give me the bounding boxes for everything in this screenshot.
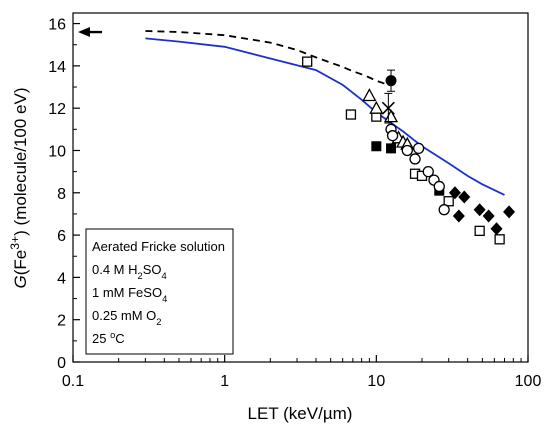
y-tick-label: 4 [57, 270, 66, 287]
text-span: µ [323, 404, 333, 423]
value-arrow [78, 27, 102, 38]
data-point-open-triangle [383, 109, 399, 123]
data-point-filled-diamond [503, 205, 516, 219]
data-point-open-square [302, 56, 313, 67]
text-span: o [110, 330, 115, 340]
legend-box-line: Aerated Fricke solution [92, 239, 225, 254]
text-span: ) (molecule/100 eV) [11, 87, 30, 235]
text-span: 4 [162, 271, 167, 281]
x-tick-label: 10 [367, 373, 385, 390]
data-point-open-square [345, 109, 357, 120]
text-span: 3+ [8, 236, 22, 250]
y-axis-ticks: 0 2 4 6 8 10 12 14 16 [48, 17, 80, 372]
data-point-filled-circle [385, 75, 397, 87]
data-point-filled-square [386, 143, 397, 154]
data-point-open-square [494, 234, 505, 245]
solid-line-series [145, 37, 505, 196]
data-point-filled-diamond [490, 222, 503, 236]
dashed-line-series [145, 30, 389, 86]
text-span: Aerated Fricke solution [92, 239, 225, 254]
text-span: 2 [138, 271, 143, 281]
x-axis-ticks: 0.1 1 10 100 [62, 355, 542, 390]
y-tick-label: 10 [48, 143, 66, 160]
text-span: SO [143, 262, 162, 277]
data-point-filled-diamond [458, 190, 471, 204]
data-point-open-circle [386, 130, 399, 142]
data-point-filled-square [371, 141, 382, 152]
data-point-filled-diamond [473, 203, 486, 217]
value-arrow-head [78, 27, 90, 38]
y-tick-label: 0 [57, 355, 66, 372]
data-point-cross [381, 101, 395, 115]
data-point-open-circle [412, 142, 425, 155]
data-point-filled-diamond [448, 186, 461, 200]
data-series [145, 30, 516, 245]
text-span: 25 [92, 331, 110, 346]
text-span: 2 [156, 317, 161, 327]
data-point-open-circle [401, 144, 413, 157]
text-span: (Fe [11, 250, 30, 276]
text-span: 0.4 M H [92, 262, 138, 277]
data-point-open-circle [438, 204, 450, 216]
plot-frame [72, 12, 529, 363]
data-point-filled-diamond [482, 209, 495, 223]
data-point-open-triangle [362, 88, 377, 102]
legend-box-line: 0.25 mM O2 [92, 308, 162, 327]
y-tick-label: 12 [48, 101, 66, 118]
legend-box-line: 1 mM FeSO4 [92, 285, 167, 304]
y-tick-label: 6 [57, 228, 66, 245]
text-span: 4 [162, 294, 167, 304]
data-point-open-triangle [369, 100, 384, 114]
text-span: LET (keV/ [248, 404, 324, 423]
y-tick-label: 16 [48, 17, 66, 34]
legend-box-line: 25 oC [92, 330, 125, 346]
legend-box-frame [85, 228, 234, 355]
legend-box-line: 0.4 M H2SO4 [92, 262, 167, 281]
data-point-open-circle [409, 153, 421, 165]
x-axis-title: LET (keV/µm) [248, 404, 353, 423]
text-span: 0.25 mM O [92, 308, 156, 323]
text-span: 1 mM FeSO [92, 285, 162, 300]
y-axis-title: G(Fe3+) (molecule/100 eV) [8, 87, 30, 288]
y-tick-label: 8 [57, 186, 66, 203]
data-point-open-circle [433, 180, 445, 193]
x-tick-label: 1 [220, 373, 229, 390]
data-point-filled-diamond [452, 209, 465, 223]
text-span: G [11, 275, 30, 288]
text-span: m) [333, 404, 353, 423]
y-tick-label: 14 [48, 59, 66, 76]
y-tick-label: 2 [57, 313, 66, 330]
text-span: C [115, 331, 124, 346]
data-point-open-circle [422, 165, 434, 178]
data-point-open-square [474, 225, 485, 237]
x-tick-label: 0.1 [62, 373, 84, 390]
x-tick-label: 100 [515, 373, 542, 390]
data-point-open-square [443, 196, 454, 207]
